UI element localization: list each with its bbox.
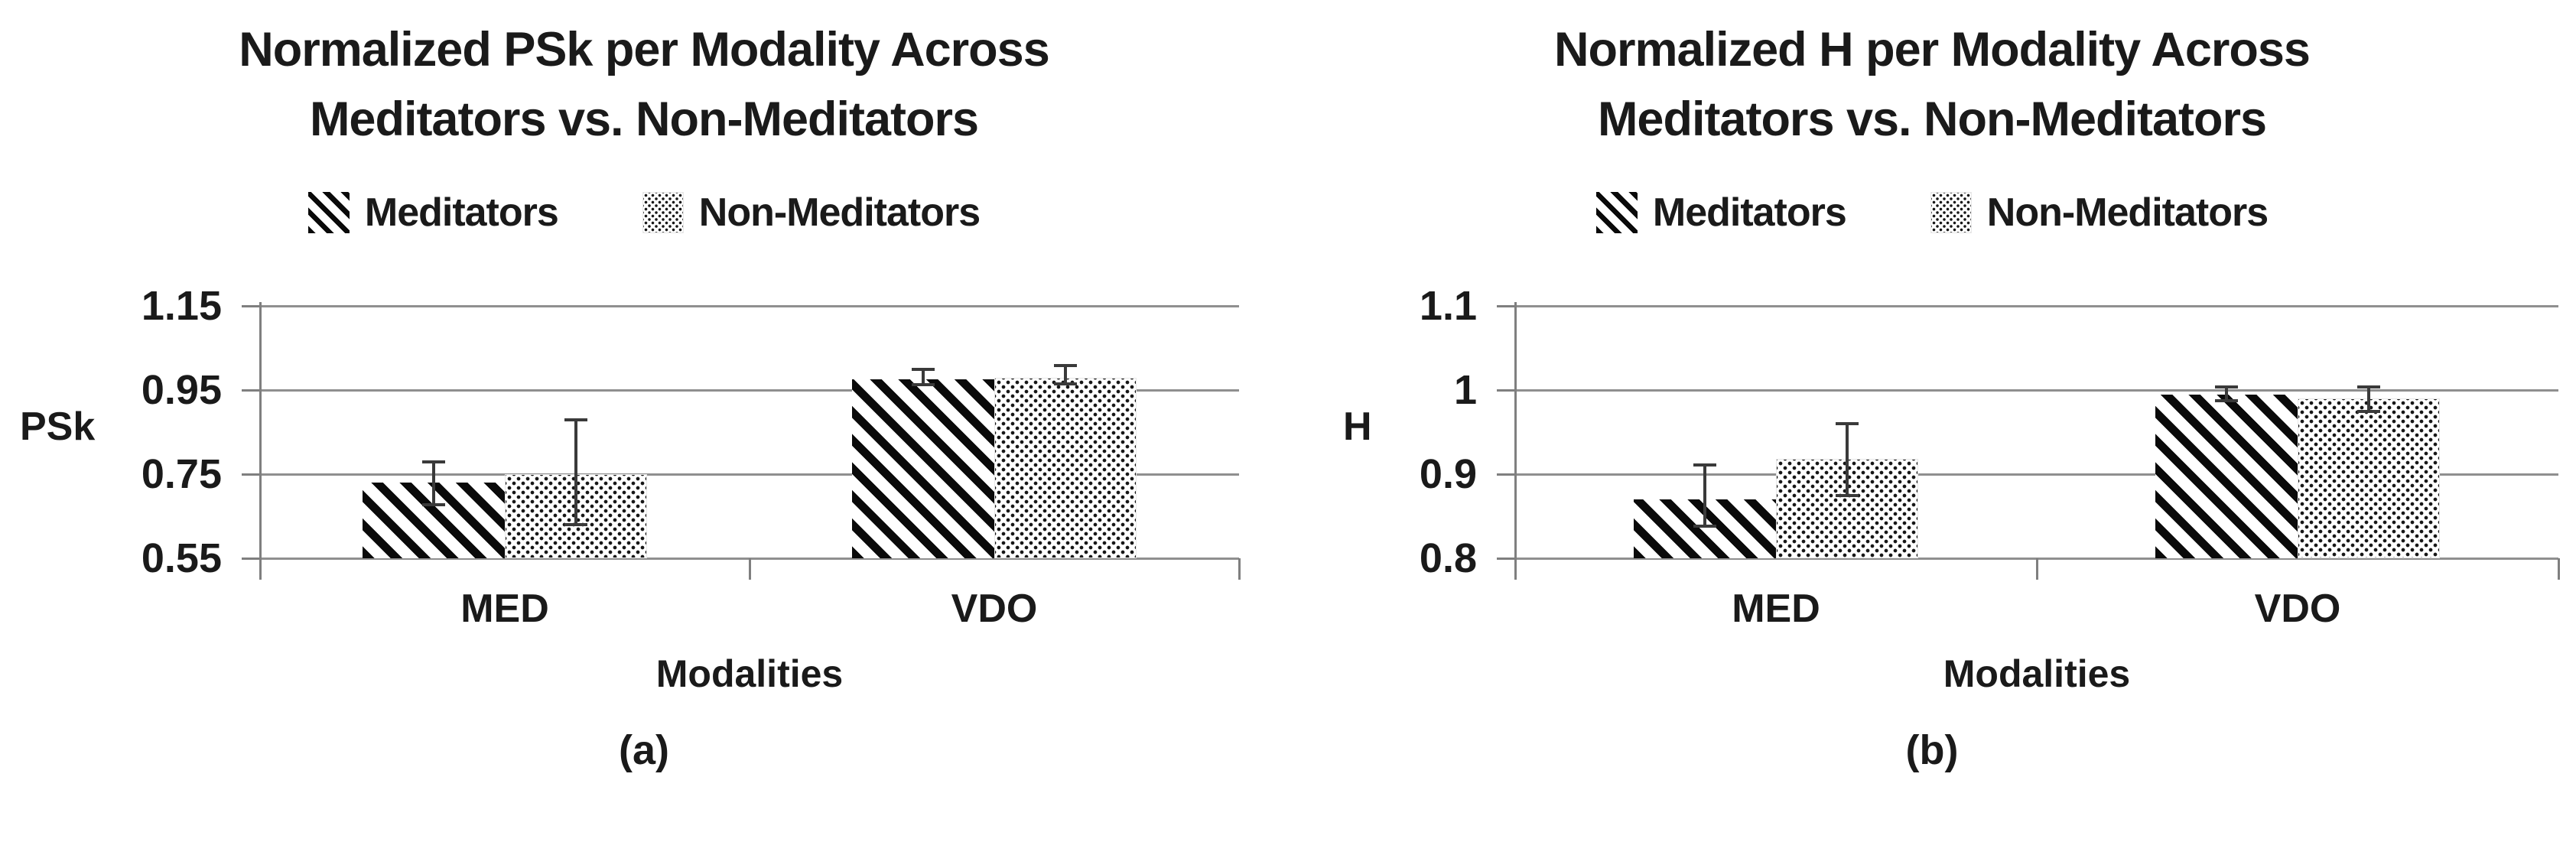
error-bar [2225,386,2228,401]
legend-label: Non-Meditators [698,190,981,235]
legend-label: Non-Meditators [1986,190,2269,235]
chart-title: Normalized PSk per Modality Across Medit… [239,23,1050,147]
bar-non-meditators-vdo [994,377,1137,558]
error-bar-cap [2357,385,2380,388]
error-bar-cap [1054,364,1077,368]
legend-item-non-meditators: Non-Meditators [1930,190,2269,236]
error-bar [1064,366,1067,384]
meditators-pattern-swatch-icon [1595,192,1638,233]
non-meditators-pattern-swatch-icon [642,192,684,233]
x-axis-title: Modalities [655,652,844,695]
y-tick-label: 0.75 [141,451,222,497]
error-bar [574,419,577,525]
error-bar-cap [1836,422,1859,425]
y-axis-tick [242,557,260,560]
y-tick-label: 0.55 [141,535,222,581]
chart-psk: Normalized PSk per Modality Across Medit… [0,23,1288,773]
error-bar [1703,464,1706,527]
y-axis-tick [1497,388,1515,392]
y-axis-tick [242,473,260,476]
bar-non-meditators-vdo [2298,398,2440,558]
chart-h: Normalized H per Modality Across Meditat… [1288,0,2576,842]
error-bar-cap [1693,463,1716,467]
y-tick-label: 1.15 [141,283,222,329]
subfigure-caption: (a) [619,727,669,773]
gridline [260,304,1239,307]
y-axis-tick [242,388,260,392]
plot-area: 1.1 1 0.9 0.8 MED VDO [1420,283,2560,631]
gridline [1515,473,2558,476]
y-tick-label: 0.95 [141,367,222,413]
x-axis-title: Modalities [1943,652,2131,695]
y-axis-title: PSk [20,405,96,449]
y-axis-line [259,302,262,580]
legend-label: Meditators [364,190,559,235]
bar-meditators-vdo [2155,394,2298,558]
error-bar-cap [564,523,587,526]
x-axis-tick [2035,558,2038,580]
x-axis-tick [748,558,751,580]
category-label: MED [460,587,549,631]
y-tick-label: 0.8 [1419,535,1477,581]
error-bar-cap [422,502,445,506]
x-axis-tick [2557,558,2560,580]
y-axis-tick [1497,473,1515,476]
error-bar [432,461,435,505]
error-bar-cap [912,368,935,372]
error-bar [2367,386,2370,411]
legend: Meditators Non-Meditators [1288,190,2576,236]
error-bar [922,369,925,385]
bar-meditators-vdo [852,379,994,558]
error-bar-cap [564,418,587,421]
error-bar-cap [2357,409,2380,413]
category-label: VDO [2254,587,2341,631]
x-axis-tick [1238,558,1241,580]
y-axis-tick [1497,304,1515,307]
gridline [1515,388,2558,392]
x-axis-tick [259,558,262,580]
category-label: VDO [951,587,1038,631]
error-bar-cap [912,382,935,386]
y-axis-line [1514,302,1517,580]
y-axis-tick [242,304,260,307]
subfigure-caption: (b) [1905,727,1959,773]
error-bar-cap [2215,385,2238,388]
error-bar [1846,424,1849,496]
plot-area: 1.15 0.95 0.75 0.55 MED VDO [141,283,1241,631]
category-label: MED [1732,587,1820,631]
error-bar-cap [1693,525,1716,528]
legend-label: Meditators [1652,190,1847,235]
error-bar-cap [1054,382,1077,385]
gridline [1515,304,2558,307]
legend: Meditators Non-Meditators [0,190,1288,236]
y-tick-label: 0.9 [1419,451,1477,497]
error-bar-cap [1836,493,1859,497]
meditators-pattern-swatch-icon [307,192,350,233]
error-bar-cap [2215,399,2238,403]
y-tick-label: 1.1 [1419,283,1477,329]
legend-item-non-meditators: Non-Meditators [642,190,981,236]
x-axis-tick [1514,558,1517,580]
y-axis-title: H [1343,405,1372,449]
non-meditators-pattern-swatch-icon [1930,192,1972,233]
error-bar-cap [422,460,445,463]
y-tick-label: 1 [1453,367,1477,413]
y-axis-tick [1497,557,1515,560]
gridline [260,388,1239,392]
legend-item-meditators: Meditators [307,190,559,236]
legend-item-meditators: Meditators [1595,190,1847,236]
chart-title: Normalized H per Modality Across Meditat… [1554,23,2311,147]
gridline [260,473,1239,476]
